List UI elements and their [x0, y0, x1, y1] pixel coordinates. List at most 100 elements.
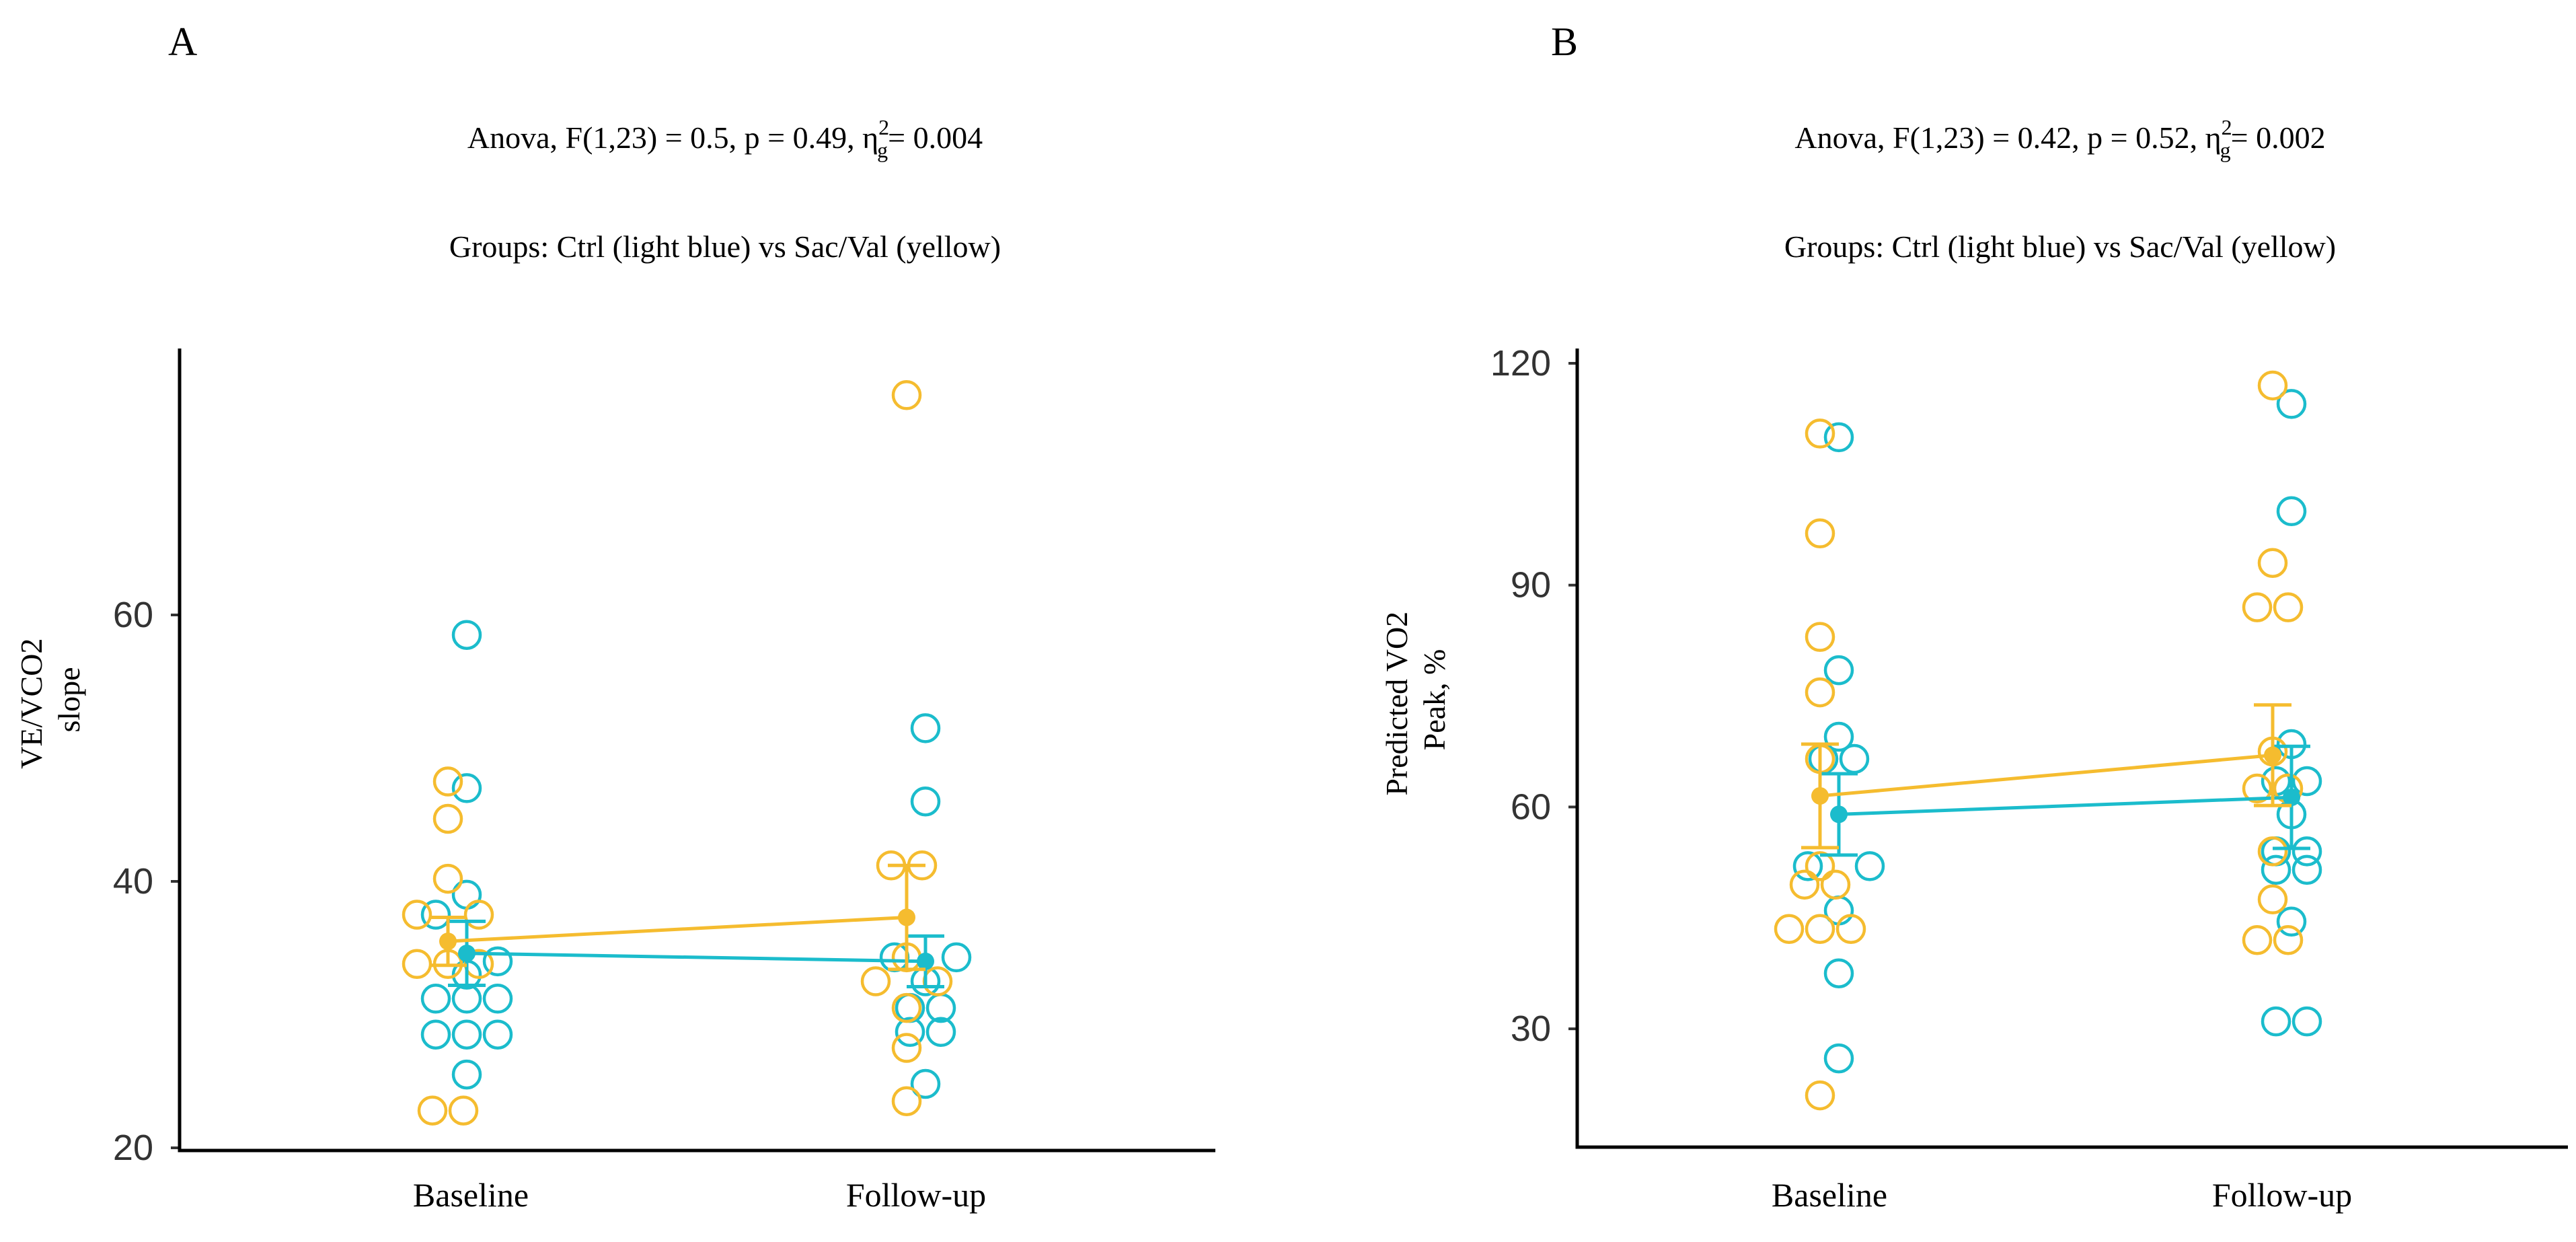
axes-lines: [178, 349, 1215, 1153]
y-axis-label-line1: Predicted VO2: [1379, 612, 1414, 796]
anova-stat-line: Anova, F(1,23) = 0.5, p = 0.49, η2 g= 0.0…: [467, 115, 983, 162]
data-point-ctrl: [2291, 836, 2322, 867]
x-tick-label-follow-up: Follow-up: [846, 1176, 986, 1214]
data-point-sacval: [2273, 925, 2304, 955]
data-point-ctrl: [1823, 721, 1854, 752]
x-tick-label-baseline: Baseline: [413, 1176, 529, 1214]
data-point-ctrl: [2261, 854, 2291, 885]
panel-letter: A: [168, 20, 197, 64]
data-point-ctrl: [2291, 766, 2322, 797]
data-point-ctrl: [1823, 422, 1854, 453]
mean-point-ctrl: [458, 944, 476, 962]
data-point-sacval: [2273, 592, 2304, 622]
mean-point-ctrl: [917, 952, 934, 970]
mean-point-sacval: [439, 933, 457, 951]
data-point-sacval: [432, 863, 463, 894]
y-axis-label-line2: slope: [52, 667, 86, 732]
data-point-ctrl: [451, 773, 482, 803]
data-point-sacval: [1805, 1080, 1835, 1111]
mean-point-ctrl: [2283, 789, 2300, 807]
data-point-ctrl: [482, 1019, 513, 1050]
anova-stat-text: Anova, F(1,23) = 0.42, p = 0.52, η: [1794, 120, 2221, 155]
mean-line-sacval: [1819, 754, 2273, 798]
data-point-sacval: [402, 900, 432, 930]
data-point-ctrl: [1823, 1043, 1854, 1074]
y-tick-label: 120: [1490, 343, 1551, 383]
y-tick-label: 30: [1511, 1009, 1551, 1049]
y-tick-label: 40: [113, 861, 153, 902]
data-point-ctrl: [420, 1019, 451, 1050]
data-point-ctrl: [941, 942, 972, 973]
data-point-sacval: [1805, 914, 1835, 945]
data-points: [1774, 370, 2322, 1111]
data-point-ctrl: [420, 900, 451, 930]
axes-lines: [1575, 349, 2568, 1149]
data-point-sacval: [2257, 370, 2288, 401]
data-point-sacval: [891, 1086, 922, 1116]
data-point-sacval: [2242, 592, 2273, 622]
x-tick-label-follow-up: Follow-up: [2212, 1176, 2352, 1214]
data-point-ctrl: [2276, 496, 2307, 527]
panel-letter: B: [1551, 20, 1578, 64]
data-point-sacval: [1805, 518, 1835, 549]
data-point-ctrl: [910, 713, 941, 743]
y-axis-label: Predicted VO2 Peak, %: [1379, 604, 1451, 795]
y-axis-label: VE/VCO2 slope: [14, 630, 86, 769]
y-axis-label-line1: VE/VCO2: [14, 638, 48, 769]
anova-stat-line: Anova, F(1,23) = 0.42, p = 0.52, η2 g= 0.…: [1794, 115, 2325, 162]
data-point-sacval: [1805, 851, 1835, 881]
mean-point-sacval: [1811, 787, 1829, 805]
data-point-ctrl: [895, 1017, 925, 1048]
data-point-sacval: [463, 900, 494, 930]
mean-line-ctrl: [1838, 795, 2292, 816]
data-point-ctrl: [2291, 1006, 2322, 1037]
data-point-sacval: [1805, 677, 1835, 708]
data-point-sacval: [2257, 836, 2288, 867]
data-point-ctrl: [482, 984, 513, 1014]
data-point-sacval: [2242, 773, 2273, 804]
mean-sem-overlay: [1801, 703, 2310, 857]
data-point-ctrl: [451, 1019, 482, 1050]
mean-point-sacval: [2264, 746, 2281, 764]
data-points: [402, 380, 972, 1126]
y-axis-label-line2: Peak, %: [1417, 649, 1451, 751]
data-point-sacval: [1789, 869, 1820, 900]
data-point-ctrl: [1792, 851, 1823, 881]
data-point-sacval: [1805, 418, 1835, 449]
data-point-ctrl: [1854, 851, 1885, 881]
panel-a: A Anova, F(1,23) = 0.5, p = 0.49, η2 g= 0…: [14, 20, 1215, 1214]
data-point-sacval: [860, 966, 891, 996]
anova-stat-text: Anova, F(1,23) = 0.5, p = 0.49, η: [467, 120, 878, 155]
data-point-sacval: [2257, 884, 2288, 915]
data-point-sacval: [1805, 622, 1835, 652]
data-point-ctrl: [2291, 854, 2322, 885]
data-point-sacval: [891, 1033, 922, 1063]
data-point-sacval: [891, 992, 922, 1023]
data-point-sacval: [2242, 925, 2273, 955]
y-tick-label: 60: [1511, 787, 1551, 827]
eta-value: = 0.004: [888, 120, 983, 155]
groups-subtitle: Groups: Ctrl (light blue) vs Sac/Val (ye…: [1784, 229, 2336, 264]
y-axis-ticks: 30 60 90 120: [1490, 343, 1577, 1049]
data-point-ctrl: [1823, 655, 1854, 686]
data-point-ctrl: [451, 1059, 482, 1090]
mean-line-ctrl: [466, 951, 926, 963]
data-point-sacval: [448, 1095, 479, 1126]
data-point-ctrl: [910, 786, 941, 817]
data-point-sacval: [1774, 914, 1805, 945]
data-point-ctrl: [910, 1068, 941, 1099]
data-point-ctrl: [2276, 389, 2307, 419]
data-point-ctrl: [1823, 958, 1854, 988]
data-point-ctrl: [925, 1017, 956, 1048]
data-point-ctrl: [482, 946, 513, 977]
data-point-sacval: [432, 803, 463, 834]
mean-line-sacval: [447, 915, 907, 943]
eta-superscript: 2: [2222, 115, 2232, 139]
data-point-ctrl: [2276, 906, 2307, 937]
data-point-sacval: [432, 766, 463, 797]
data-point-ctrl: [451, 620, 482, 650]
eta-superscript: 2: [878, 115, 889, 139]
data-point-sacval: [1835, 914, 1866, 945]
data-point-sacval: [417, 1095, 448, 1126]
mean-point-ctrl: [1830, 805, 1848, 824]
